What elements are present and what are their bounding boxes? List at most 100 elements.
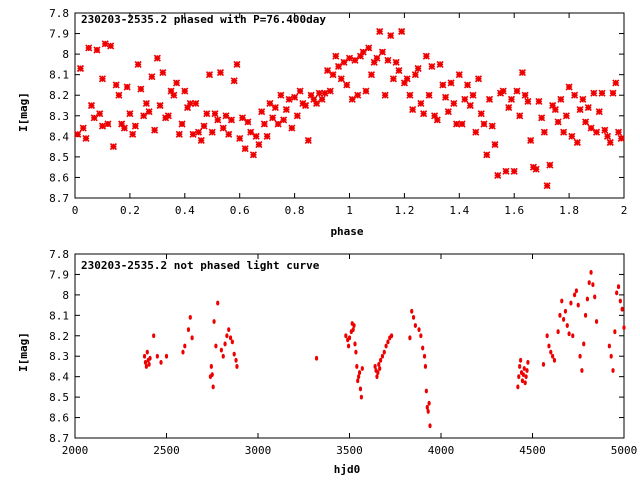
data-point <box>417 327 421 333</box>
data-point <box>357 374 361 380</box>
y-tick-label: 8.1 <box>49 69 69 82</box>
data-point <box>522 366 526 371</box>
data-point <box>574 288 579 294</box>
data-point <box>348 95 356 103</box>
data-point <box>334 62 343 71</box>
data-point <box>582 118 590 126</box>
data-point <box>592 128 601 136</box>
data-point <box>488 122 496 130</box>
data-point <box>153 54 161 62</box>
x-tick-label: 0.8 <box>285 204 305 217</box>
data-point <box>411 71 419 79</box>
data-point <box>147 362 151 367</box>
data-point <box>406 91 414 99</box>
data-point <box>545 333 549 339</box>
data-point <box>370 58 378 66</box>
data-point <box>576 302 580 308</box>
data-point <box>584 103 592 112</box>
data-point <box>183 103 192 112</box>
data-point <box>340 58 348 66</box>
data-point <box>569 300 573 306</box>
data-point <box>74 130 82 138</box>
data-point <box>595 108 603 116</box>
data-point <box>409 106 417 114</box>
chart-title: 230203-2535.2 phased with P=76.400day <box>81 13 326 26</box>
data-point <box>524 97 532 105</box>
data-point <box>609 353 613 359</box>
data-point <box>541 362 546 367</box>
data-point <box>494 171 502 179</box>
data-point <box>87 101 96 110</box>
data-point <box>485 95 494 103</box>
data-point <box>601 126 609 134</box>
data-point <box>422 353 427 359</box>
y-tick-label: 8.1 <box>49 309 69 322</box>
data-point <box>521 372 525 378</box>
data-point <box>519 357 523 363</box>
data-point <box>491 140 499 149</box>
data-point <box>425 91 433 99</box>
data-point <box>353 341 357 347</box>
data-point <box>358 386 363 392</box>
y-tick-label: 7.8 <box>49 7 69 20</box>
x-axis-label: hjd0 <box>334 463 361 476</box>
data-point <box>238 114 247 122</box>
x-tick-label: 0.4 <box>175 204 195 217</box>
data-points <box>74 27 625 190</box>
data-point <box>474 75 483 83</box>
data-point <box>192 99 200 108</box>
data-point <box>329 71 337 79</box>
data-point <box>398 27 406 36</box>
data-point <box>616 284 621 290</box>
data-point <box>107 42 115 50</box>
data-point <box>288 124 296 132</box>
data-point <box>225 333 229 339</box>
data-point <box>376 370 380 375</box>
data-point <box>332 52 340 60</box>
data-point <box>572 292 577 298</box>
data-point <box>558 312 562 318</box>
data-point <box>444 108 452 116</box>
data-point <box>98 122 107 130</box>
data-point <box>433 116 441 124</box>
y-tick-label: 8 <box>62 48 69 61</box>
data-point <box>172 79 181 87</box>
data-point <box>525 368 529 373</box>
x-tick-label: 2000 <box>62 444 89 457</box>
data-point <box>469 91 477 99</box>
data-point <box>93 46 101 54</box>
data-point <box>235 364 239 369</box>
x-tick-label: 4000 <box>428 444 455 457</box>
data-point <box>112 81 120 89</box>
data-point <box>472 128 480 136</box>
data-point <box>376 27 384 36</box>
data-point <box>274 120 282 128</box>
data-point <box>225 130 233 138</box>
data-point <box>431 112 439 120</box>
data-point <box>352 323 356 328</box>
data-point <box>591 282 595 288</box>
data-point <box>532 165 540 173</box>
data-point <box>312 99 321 108</box>
data-point <box>611 368 615 373</box>
data-point <box>408 335 412 341</box>
data-point <box>439 81 447 89</box>
x-tick-label: 1.2 <box>394 204 414 217</box>
data-point <box>223 341 227 347</box>
data-point <box>502 167 510 175</box>
data-point <box>607 343 611 349</box>
data-point <box>617 134 625 142</box>
y-tick-label: 8.5 <box>49 391 69 404</box>
data-point <box>356 52 365 60</box>
x-axis-ticks: 2000 2500 3000 3500 4000 4500 5000 <box>62 254 637 457</box>
data-point <box>442 93 450 101</box>
x-tick-label: 1.4 <box>449 204 469 217</box>
data-point <box>614 128 623 136</box>
data-point <box>186 327 191 333</box>
x-tick-label: 1.8 <box>559 204 579 217</box>
data-points <box>142 270 626 429</box>
data-point <box>120 124 128 132</box>
data-point <box>516 112 524 120</box>
data-point <box>455 71 463 79</box>
data-point <box>579 95 587 103</box>
